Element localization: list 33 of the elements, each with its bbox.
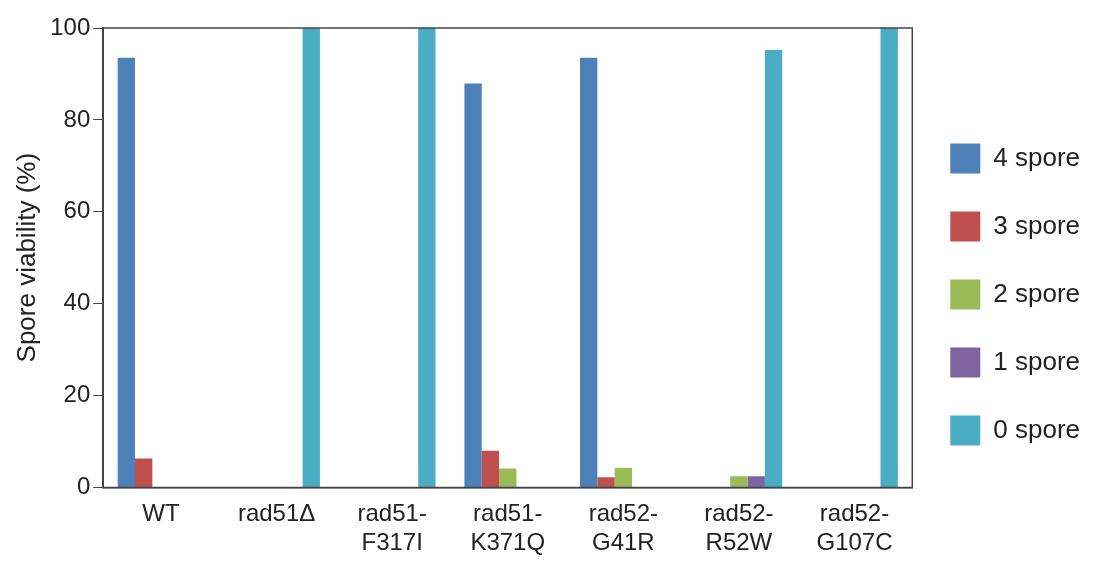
x-tick-label: rad51- K371Q	[470, 499, 546, 556]
y-tick-label: 20	[63, 380, 91, 408]
bar	[880, 28, 898, 487]
y-tick-label: 60	[63, 196, 91, 224]
bar	[302, 28, 320, 487]
y-tick-label: 100	[50, 12, 91, 40]
bar	[499, 468, 517, 487]
bar	[117, 57, 136, 487]
legend-label: 3 spore	[993, 209, 1081, 240]
y-axis-title: Spore viability (%)	[10, 152, 41, 363]
bar	[747, 476, 765, 487]
y-tick-label: 40	[63, 288, 91, 316]
bar	[764, 50, 783, 487]
y-tick-label: 0	[76, 472, 91, 500]
x-tick-label: WT	[142, 499, 181, 527]
legend-label: 2 spore	[993, 277, 1081, 308]
x-tick-label: rad52- G41R	[588, 499, 659, 556]
x-tick-label: rad51- F317I	[357, 499, 427, 556]
bar	[730, 476, 748, 487]
bar	[464, 83, 482, 487]
bar	[580, 57, 598, 487]
y-tick-label: 80	[63, 104, 91, 132]
bar	[481, 450, 500, 487]
x-tick-label: rad51Δ	[237, 499, 316, 527]
legend-label: 4 spore	[993, 141, 1081, 172]
x-tick-label: rad52- R52W	[704, 499, 774, 556]
bar	[418, 28, 436, 487]
bar	[135, 458, 153, 487]
x-tick-label: rad52- G107C	[816, 499, 893, 556]
legend-label: 0 spore	[993, 413, 1081, 444]
bar	[614, 467, 633, 487]
bar	[597, 477, 615, 487]
legend-label: 1 spore	[993, 345, 1081, 376]
